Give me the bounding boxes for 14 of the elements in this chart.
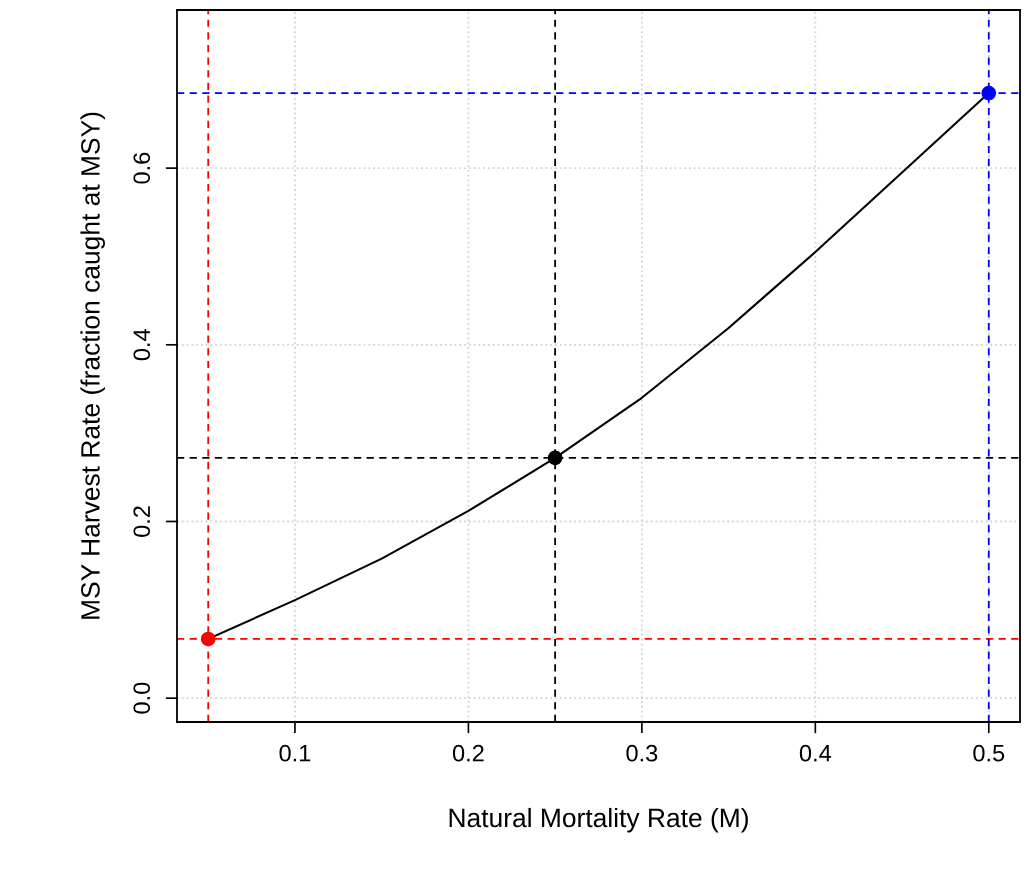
x-tick-label: 0.5: [973, 744, 1005, 762]
y-tick-label: 0.0: [133, 682, 151, 714]
x-tick-label: 0.1: [279, 744, 311, 762]
y-tick-label: 0.6: [133, 152, 151, 184]
x-axis-title: Natural Mortality Rate (M): [449, 807, 748, 833]
point: [981, 85, 997, 101]
x-tick-label: 0.3: [626, 744, 658, 762]
x-tick-label: 0.4: [799, 744, 832, 762]
point: [200, 631, 216, 647]
x-tick-label: 0.2: [452, 744, 484, 762]
point: [547, 450, 563, 466]
y-tick-label: 0.2: [133, 506, 151, 537]
y-axis-title: MSY Harvest Rate (fraction caught at MSY): [80, 112, 105, 619]
y-tick-label: 0.4: [133, 329, 151, 361]
